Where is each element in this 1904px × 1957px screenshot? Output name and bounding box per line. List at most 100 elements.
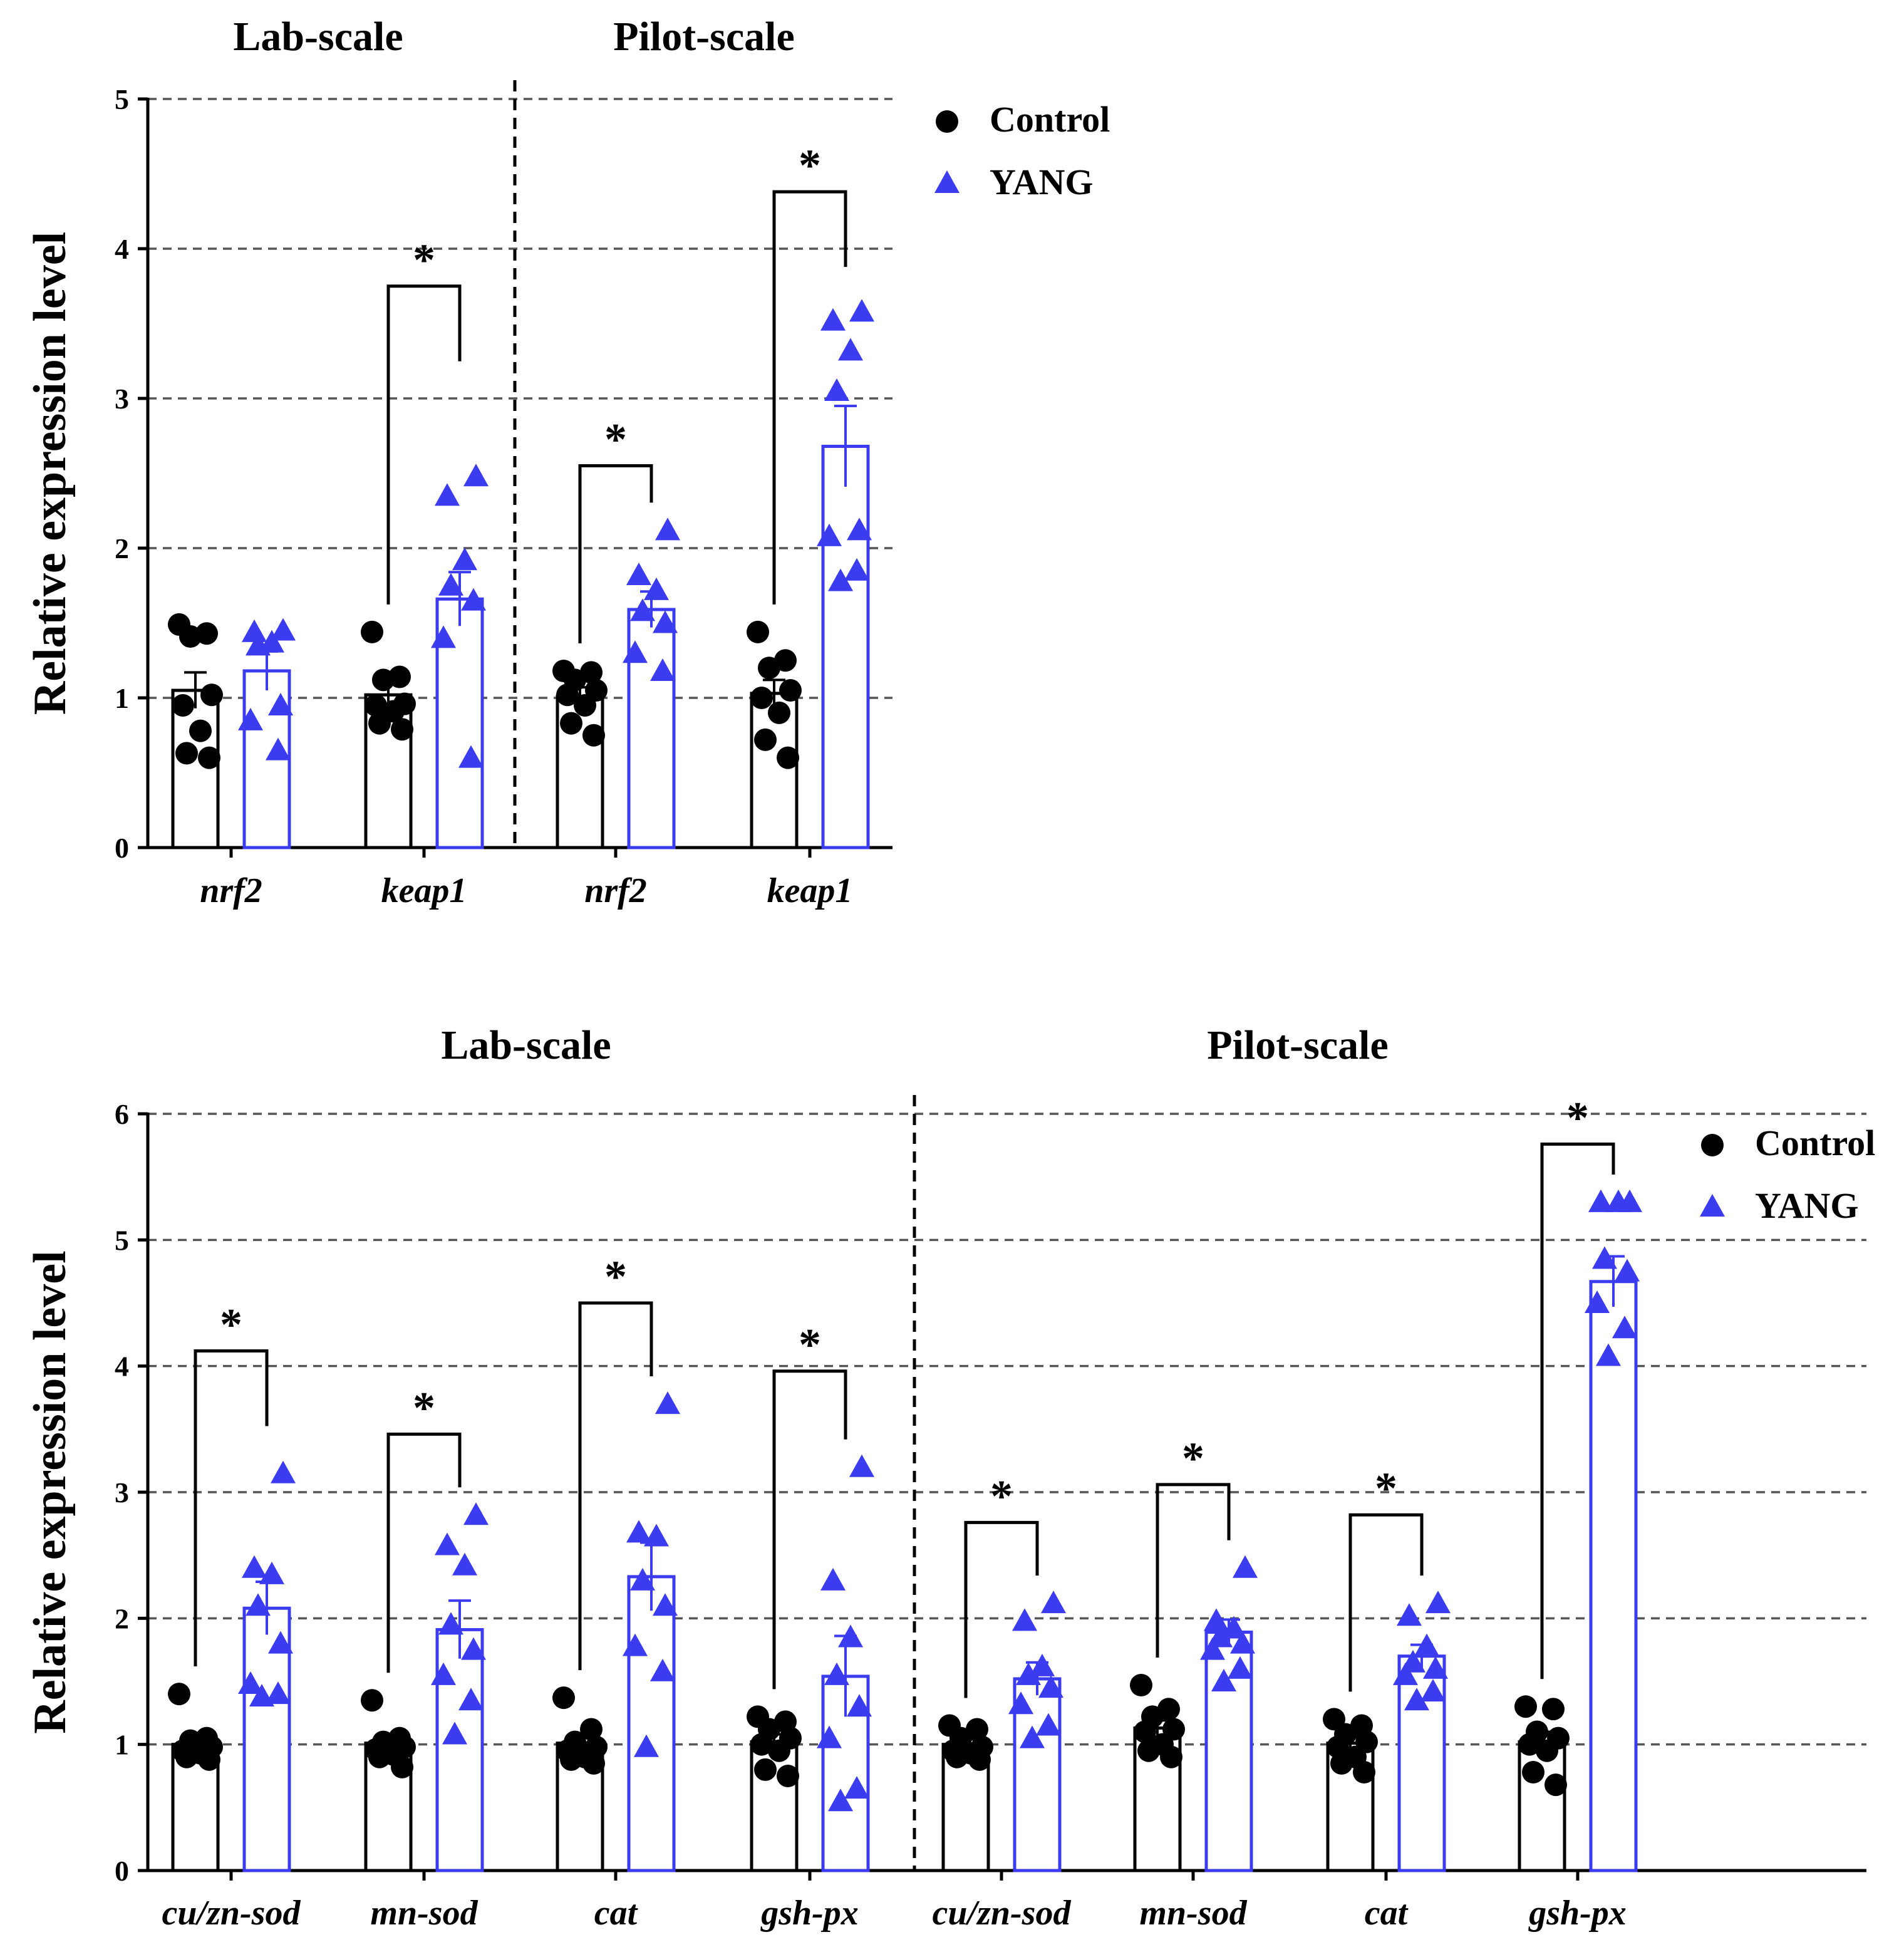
point-control	[175, 742, 198, 765]
point-control	[758, 657, 780, 680]
point-yang	[820, 308, 846, 331]
point-yang	[461, 588, 486, 611]
y-tick-label: 5	[115, 1224, 129, 1256]
y-tick-label: 4	[115, 1351, 129, 1383]
point-yang	[431, 625, 456, 648]
point-yang	[458, 745, 484, 768]
significance-label: *	[220, 1300, 242, 1350]
point-yang	[655, 1391, 680, 1415]
point-yang	[1204, 1608, 1229, 1631]
group-header: Lab-scale	[233, 14, 403, 60]
point-yang	[463, 464, 489, 487]
point-yang	[828, 1788, 853, 1812]
significance-bracket	[772, 190, 847, 605]
point-yang	[246, 1593, 271, 1616]
x-category-label: gsh-px	[760, 1894, 859, 1933]
y-tick-label: 0	[115, 1855, 129, 1887]
significance-bracket	[1348, 1513, 1424, 1692]
significance-label: *	[799, 1320, 821, 1370]
point-yang	[820, 1567, 846, 1591]
y-axis-label: Relative expression level	[24, 232, 76, 715]
point-control	[172, 693, 194, 717]
significance-bracket	[964, 1520, 1039, 1698]
point-control	[1353, 1760, 1375, 1783]
point-yang	[1228, 1656, 1253, 1679]
point-yang	[463, 1502, 489, 1525]
point-yang	[238, 707, 263, 730]
point-yang	[1397, 1603, 1422, 1626]
point-yang	[650, 658, 675, 681]
point-yang	[268, 1631, 293, 1654]
point-control	[777, 746, 799, 769]
point-control	[968, 1748, 991, 1771]
x-category-label: nrf2	[584, 871, 647, 910]
point-yang	[644, 577, 669, 600]
point-yang	[626, 1520, 651, 1543]
significance-label: *	[799, 140, 821, 190]
point-yang	[1200, 1637, 1225, 1660]
point-control	[946, 1745, 968, 1768]
point-control	[1130, 1674, 1152, 1697]
point-control	[189, 719, 212, 742]
point-yang	[838, 338, 863, 361]
y-tick-label: 6	[115, 1098, 129, 1130]
point-control	[179, 625, 202, 648]
x-category-label: cat	[1365, 1894, 1409, 1933]
significance-bracket	[772, 1369, 847, 1690]
x-category-label: cu/zn-sod	[933, 1894, 1072, 1933]
point-control	[560, 712, 582, 735]
point-yang	[431, 1662, 456, 1685]
point-yang	[653, 1593, 678, 1616]
bar-yang	[821, 444, 870, 849]
significance-bracket	[194, 1349, 269, 1667]
point-yang	[435, 1532, 460, 1555]
point-yang	[238, 1671, 263, 1695]
point-yang	[1423, 1656, 1448, 1679]
significance-label: *	[990, 1471, 1013, 1521]
point-control	[750, 1733, 773, 1756]
y-tick-label: 1	[115, 682, 129, 714]
point-control	[754, 1758, 777, 1781]
point-yang	[844, 558, 869, 581]
significance-bracket	[386, 284, 462, 605]
point-control	[1536, 1739, 1558, 1762]
point-control	[1330, 1752, 1353, 1775]
point-control	[368, 1745, 391, 1768]
y-axis-label: Relative expression level	[24, 1250, 76, 1733]
x-category-label: keap1	[381, 871, 467, 910]
point-control	[198, 1748, 220, 1771]
bar-yang	[627, 1575, 676, 1872]
point-yang	[242, 1555, 267, 1578]
point-control	[574, 693, 596, 717]
point-yang	[266, 1681, 291, 1705]
point-yang	[1233, 1555, 1258, 1578]
point-yang	[1393, 1662, 1418, 1685]
point-yang	[824, 378, 849, 402]
y-tick-label: 2	[115, 1602, 129, 1634]
y-tick-label: 4	[115, 233, 129, 265]
point-yang	[1404, 1688, 1429, 1711]
significance-bracket	[578, 1301, 653, 1671]
point-yang	[1221, 1616, 1246, 1639]
legend-yang-label: YANG	[990, 162, 1093, 202]
point-control	[768, 1739, 790, 1762]
point-yang	[849, 299, 874, 322]
point-yang	[849, 1454, 874, 1477]
x-category-label: keap1	[767, 871, 853, 910]
point-control	[552, 1686, 575, 1710]
point-yang	[271, 1460, 296, 1483]
point-yang	[246, 633, 271, 656]
bar-yang	[435, 597, 484, 849]
point-yang	[623, 1633, 648, 1656]
point-control	[1518, 1733, 1541, 1756]
y-tick-label: 3	[115, 1477, 129, 1508]
point-control	[1544, 1773, 1567, 1797]
legend-yang-label: YANG	[1755, 1185, 1858, 1226]
point-yang	[271, 618, 296, 641]
point-yang	[442, 1721, 467, 1745]
point-control	[560, 1748, 582, 1771]
point-yang	[438, 1612, 463, 1635]
legend-yang-marker	[1700, 1194, 1725, 1217]
significance-bracket	[1540, 1142, 1615, 1679]
significance-label: *	[413, 235, 435, 285]
